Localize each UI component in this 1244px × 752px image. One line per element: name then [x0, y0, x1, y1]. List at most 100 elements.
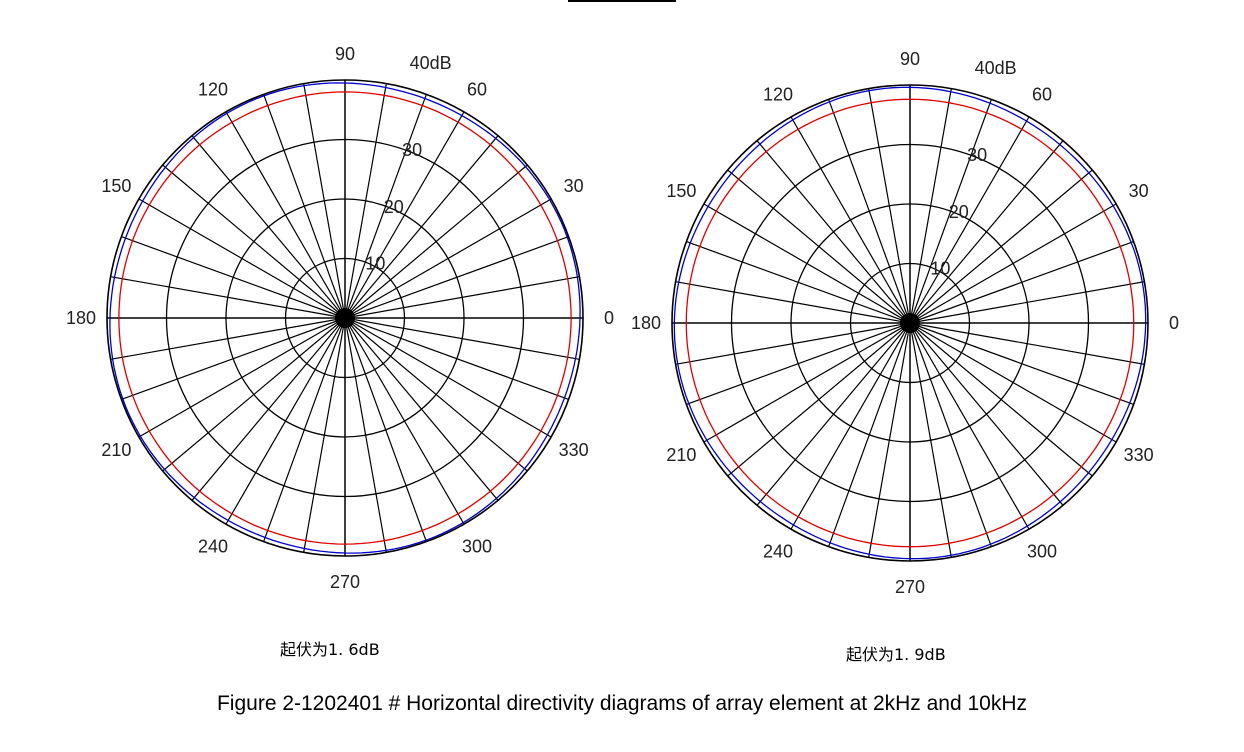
grid-spoke [138, 317, 346, 438]
grid-spoke [344, 317, 465, 525]
grid-spoke [303, 83, 346, 319]
angle-tick-label: 210 [666, 445, 696, 465]
series-line-2 [685, 98, 1135, 548]
grid-spoke [909, 281, 1145, 324]
grid-spoke [909, 322, 992, 547]
grid-spoke [344, 276, 580, 319]
radial-tick-label: 30 [967, 145, 987, 165]
angle-tick-label: 30 [1129, 181, 1149, 201]
grid-spoke [675, 281, 911, 324]
figure-caption: Figure 2-1202401 # Horizontal directivit… [216, 692, 1028, 715]
grid-spoke [727, 322, 911, 477]
angle-tick-label: 330 [559, 440, 589, 460]
grid-spoke [191, 317, 346, 501]
grid-spoke [344, 135, 499, 319]
grid-spoke [344, 317, 499, 501]
grid-spoke [909, 241, 1134, 324]
grid-spoke [828, 322, 911, 547]
grid-spoke [110, 317, 346, 360]
angle-tick-label: 270 [895, 577, 925, 597]
center-hub [335, 308, 355, 328]
grid-spoke [909, 99, 992, 324]
series-line-2 [118, 91, 572, 545]
grid-spoke [790, 116, 911, 324]
angle-tick-label: 300 [1027, 542, 1057, 562]
radial-tick-label: 10 [930, 258, 950, 278]
grid-spoke [909, 322, 1093, 477]
grid-spoke [303, 317, 346, 553]
grid-spoke [138, 198, 346, 319]
angle-tick-label: 180 [66, 308, 96, 328]
angle-tick-label: 120 [198, 79, 228, 99]
grid-spoke [909, 322, 1030, 530]
angle-tick-label: 300 [462, 537, 492, 557]
grid-spoke [868, 322, 911, 558]
grid-spoke [344, 317, 427, 542]
grid-spoke [909, 322, 1064, 506]
angle-tick-label: 240 [198, 537, 228, 557]
grid-spoke [344, 164, 528, 319]
angle-tick-label: 330 [1124, 445, 1154, 465]
grid-spoke [344, 317, 528, 472]
grid-spoke [162, 164, 346, 319]
grid-spoke [909, 88, 952, 324]
grid-spoke [686, 322, 911, 405]
grid-spoke [703, 322, 911, 443]
angle-tick-label: 150 [666, 181, 696, 201]
grid-spoke [263, 317, 346, 542]
radial-tick-label: 10 [365, 253, 385, 273]
angle-tick-label: 90 [335, 44, 355, 64]
angle-tick-label: 180 [631, 313, 661, 333]
grid-spoke [703, 203, 911, 324]
grid-spoke [121, 317, 346, 400]
grid-spoke [909, 169, 1093, 324]
grid-spoke [110, 276, 346, 319]
series-line-1 [673, 86, 1147, 560]
angle-tick-label: 0 [1169, 313, 1179, 333]
radial-max-label: 40dB [410, 53, 452, 73]
grid-spoke [909, 116, 1030, 324]
radial-tick-label: 30 [402, 140, 422, 160]
grid-spoke [868, 88, 911, 324]
grid-spoke [263, 94, 346, 319]
angle-tick-label: 30 [564, 176, 584, 196]
grid-spoke [225, 111, 346, 319]
grid-spoke [162, 317, 346, 472]
grid-spoke [828, 99, 911, 324]
angle-tick-label: 210 [101, 440, 131, 460]
grid-spoke [909, 322, 1145, 365]
grid-spoke [191, 135, 346, 319]
angle-tick-label: 120 [763, 84, 793, 104]
grid-spoke [225, 317, 346, 525]
grid-spoke [756, 140, 911, 324]
grid-spoke [344, 317, 552, 438]
center-hub [900, 313, 920, 333]
grid-spoke [727, 169, 911, 324]
grid-spoke [121, 236, 346, 319]
angle-tick-label: 150 [101, 176, 131, 196]
angle-tick-label: 90 [900, 49, 920, 69]
grid-spoke [344, 111, 465, 319]
grid-spoke [344, 94, 427, 319]
angle-tick-label: 60 [467, 79, 487, 99]
radial-tick-label: 20 [949, 202, 969, 222]
grid-spoke [686, 241, 911, 324]
angle-tick-label: 0 [604, 308, 614, 328]
radial-tick-label: 20 [384, 197, 404, 217]
grid-spoke [756, 322, 911, 506]
angle-tick-label: 240 [763, 542, 793, 562]
grid-spoke [790, 322, 911, 530]
ripple-note-left: 起伏为1. 6dB [280, 640, 380, 659]
grid-spoke [344, 317, 387, 553]
grid-spoke [675, 322, 911, 365]
grid-spoke [909, 203, 1117, 324]
grid-spoke [344, 236, 569, 319]
grid-spoke [909, 140, 1064, 324]
top-rule [568, 0, 676, 2]
grid-spoke [344, 198, 552, 319]
grid-spoke [344, 83, 387, 319]
grid-spoke [344, 317, 580, 360]
radial-max-label: 40dB [975, 58, 1017, 78]
